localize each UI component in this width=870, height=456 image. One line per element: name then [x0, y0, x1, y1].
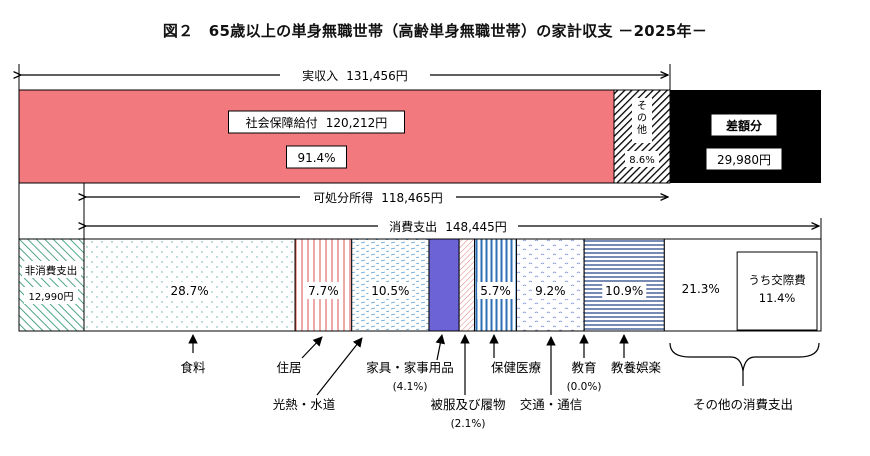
expense-name-education: 教育	[571, 360, 596, 375]
expense-share-medical: 5.7%	[480, 284, 511, 298]
expense-share-other: 21.3%	[682, 282, 720, 296]
expense-name-food: 食料	[180, 360, 206, 375]
expense-bar-clothing	[458, 238, 476, 332]
social-security-share: 91.4%	[297, 151, 335, 165]
expense-name-other: その他の消費支出	[693, 397, 793, 412]
other-spending-brace	[669, 342, 820, 372]
expense-sub-clothing: (2.1%)	[451, 418, 486, 430]
arrow-housing	[301, 336, 323, 359]
chart-title: 図２ 65歳以上の単身無職世帯（高齢単身無職世帯）の家計収支 －2025年－	[162, 22, 708, 40]
consumption-value: 148,445円	[445, 220, 507, 234]
arrow-utilities	[316, 337, 363, 396]
expense-share-food: 28.7%	[170, 284, 208, 298]
social-security-label: 社会保障給付 120,212円	[246, 115, 388, 130]
disposable-value: 118,465円	[381, 191, 443, 205]
entertainment-share: 11.4%	[759, 291, 796, 305]
expense-share-utilities: 10.5%	[371, 284, 409, 298]
expense-share-recreation: 10.9%	[605, 284, 643, 298]
expense-share-housing: 7.7%	[308, 284, 339, 298]
income-value: 131,456円	[346, 69, 408, 83]
deficit-value: 29,980円	[717, 153, 771, 167]
expense-name-furniture: 家具・家事用品	[366, 360, 454, 375]
expense-name-medical: 保健医療	[491, 360, 542, 375]
income-other-share: 8.6%	[629, 155, 654, 166]
expense-share-transport: 9.2%	[535, 284, 566, 298]
income-other-label-char: そ	[637, 100, 647, 112]
non-consumption-bar	[18, 238, 85, 332]
expense-name-clothing: 被服及び履物	[430, 397, 505, 412]
non-consumption-value: 12,990円	[29, 292, 74, 303]
expense-sub-furniture: (4.1%)	[393, 381, 428, 393]
expense-name-utilities: 光熱・水道	[273, 397, 336, 412]
expense-name-recreation: 教養娯楽	[611, 360, 662, 375]
income-other-label-char: の	[637, 113, 647, 124]
disposable-label: 可処分所得	[313, 190, 373, 205]
deficit-label: 差額分	[725, 118, 762, 133]
consumption-label: 消費支出	[389, 219, 437, 234]
income-segment-social-security	[18, 89, 615, 184]
expense-name-transport: 交通・通信	[520, 397, 583, 412]
non-consumption-label: 非消費支出	[25, 264, 78, 277]
entertainment-label: うち交際費	[748, 273, 806, 287]
arrow-furniture	[435, 334, 446, 361]
expense-name-housing: 住居	[276, 360, 301, 375]
expense-bar-furniture	[428, 238, 460, 332]
income-label: 実収入	[302, 68, 338, 83]
expense-bar-entertainment	[736, 251, 818, 331]
income-other-label-char: 他	[637, 123, 647, 136]
expense-sub-education: (0.0%)	[567, 381, 602, 393]
